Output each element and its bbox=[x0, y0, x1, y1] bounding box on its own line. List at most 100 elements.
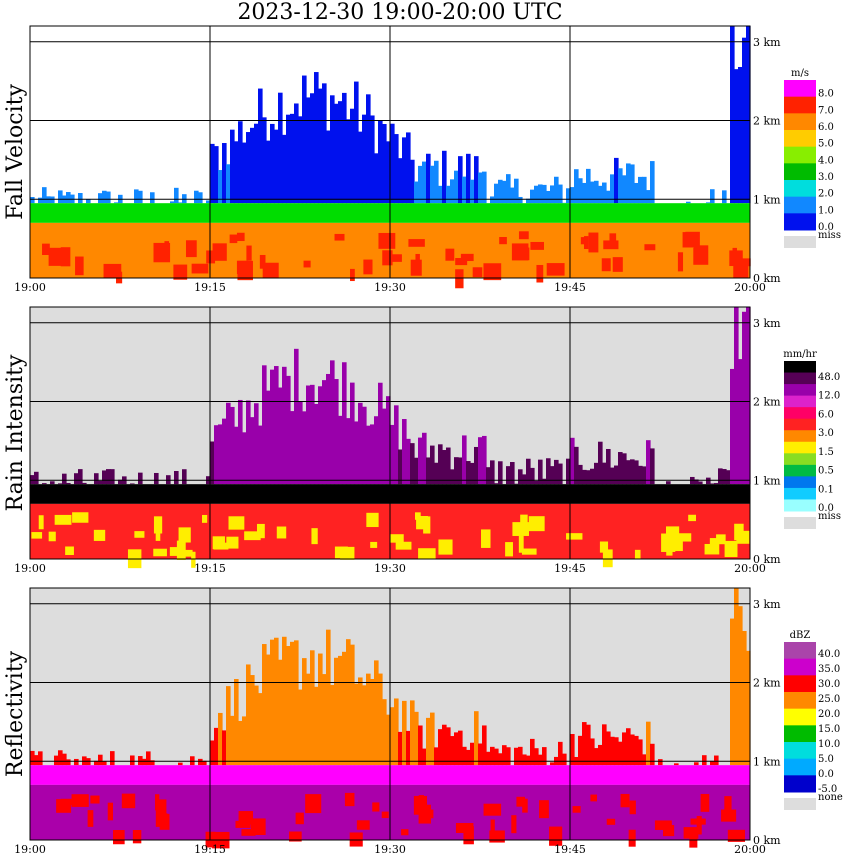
echo-column bbox=[606, 191, 611, 203]
echo-column bbox=[722, 190, 727, 203]
precip-cell bbox=[239, 811, 253, 825]
precip-cell bbox=[607, 819, 615, 825]
legend-unit: dBZ bbox=[790, 630, 811, 641]
echo-column bbox=[734, 588, 739, 765]
precip-cell bbox=[335, 547, 348, 559]
legend-label: 6.0 bbox=[818, 409, 834, 420]
echo-column bbox=[318, 654, 323, 766]
precip-cell bbox=[277, 527, 286, 539]
echo-column bbox=[646, 440, 651, 484]
legend: dBZ40.035.030.025.020.015.010.05.00.0-5.… bbox=[784, 630, 843, 810]
echo-column bbox=[646, 722, 651, 766]
echo-column bbox=[586, 725, 591, 765]
echo-column bbox=[66, 759, 71, 765]
echo-column bbox=[614, 466, 619, 485]
legend-swatch-missing bbox=[784, 798, 816, 810]
echo-column bbox=[506, 466, 511, 484]
echo-column bbox=[630, 164, 635, 203]
echo-column bbox=[482, 436, 487, 484]
precip-cell bbox=[49, 248, 65, 266]
echo-column bbox=[298, 116, 303, 203]
precip-cell bbox=[311, 528, 317, 544]
echo-column bbox=[406, 439, 411, 484]
echo-column bbox=[42, 483, 47, 484]
echo-column bbox=[338, 101, 343, 203]
echo-column bbox=[498, 461, 503, 484]
precip-cell bbox=[536, 265, 543, 283]
echo-column bbox=[542, 479, 547, 484]
legend-label: 10.0 bbox=[818, 739, 840, 750]
legend-swatch bbox=[784, 675, 816, 692]
echo-column bbox=[146, 751, 151, 765]
echo-column bbox=[322, 83, 327, 203]
echo-column bbox=[278, 660, 283, 765]
precip-cell bbox=[573, 806, 581, 813]
echo-column bbox=[138, 756, 143, 765]
precip-cell bbox=[499, 237, 507, 244]
precip-cell bbox=[202, 515, 207, 523]
echo-column bbox=[638, 466, 643, 484]
precip-cell bbox=[701, 794, 710, 812]
echo-column bbox=[538, 755, 543, 766]
echo-column bbox=[510, 188, 515, 204]
echo-column bbox=[650, 161, 655, 203]
echo-column bbox=[394, 698, 399, 765]
precip-cell bbox=[246, 246, 251, 261]
echo-column bbox=[434, 747, 439, 765]
echo-column bbox=[370, 115, 375, 203]
echo-column bbox=[730, 26, 735, 203]
legend-swatch bbox=[784, 775, 816, 792]
echo-column bbox=[250, 417, 255, 484]
precip-cell bbox=[237, 261, 253, 280]
echo-column bbox=[286, 646, 291, 765]
echo-column bbox=[30, 197, 35, 203]
echo-column bbox=[438, 186, 443, 203]
echo-column bbox=[502, 181, 507, 203]
legend-label: 0.0 bbox=[818, 769, 834, 780]
echo-column bbox=[314, 687, 319, 765]
echo-column bbox=[434, 463, 439, 484]
echo-column bbox=[230, 407, 235, 484]
echo-column bbox=[494, 749, 499, 766]
echo-column bbox=[58, 750, 63, 765]
precip-cell bbox=[179, 527, 191, 542]
echo-column bbox=[634, 183, 639, 203]
echo-column bbox=[586, 470, 591, 484]
echo-column bbox=[622, 453, 627, 484]
echo-column bbox=[414, 712, 419, 765]
x-tick-label: 19:45 bbox=[554, 281, 586, 294]
precip-cell bbox=[455, 258, 467, 265]
precip-cell bbox=[602, 258, 611, 271]
echo-column bbox=[430, 446, 435, 485]
echo-column bbox=[358, 403, 363, 484]
echo-column bbox=[346, 418, 351, 484]
precip-cell bbox=[226, 537, 238, 549]
precip-cell bbox=[581, 237, 588, 244]
echo-column bbox=[394, 405, 399, 484]
y-tick-label: 0 km bbox=[753, 272, 781, 285]
x-tick-label: 19:15 bbox=[194, 281, 226, 294]
precip-cell bbox=[378, 233, 395, 249]
echo-column bbox=[62, 754, 67, 766]
panel-3: 19:00 19:15 19:30 19:45 20:000 km1 km2 km3 k… bbox=[3, 588, 843, 856]
echo-column bbox=[230, 716, 235, 765]
echo-column bbox=[530, 468, 535, 484]
precip-cell bbox=[372, 802, 379, 811]
echo-column bbox=[94, 473, 99, 484]
precip-cell bbox=[519, 231, 529, 239]
echo-column bbox=[238, 400, 243, 484]
precip-cell bbox=[684, 827, 699, 839]
echo-column bbox=[406, 132, 411, 203]
echo-column bbox=[198, 192, 203, 203]
echo-column bbox=[358, 132, 363, 204]
echo-column bbox=[446, 727, 451, 765]
echo-column bbox=[74, 473, 79, 484]
echo-column bbox=[698, 482, 703, 485]
echo-column bbox=[578, 465, 583, 484]
echo-column bbox=[494, 483, 499, 484]
echo-column bbox=[590, 469, 595, 484]
echo-column bbox=[466, 154, 471, 203]
echo-column bbox=[702, 755, 707, 765]
echo-column bbox=[474, 447, 479, 484]
